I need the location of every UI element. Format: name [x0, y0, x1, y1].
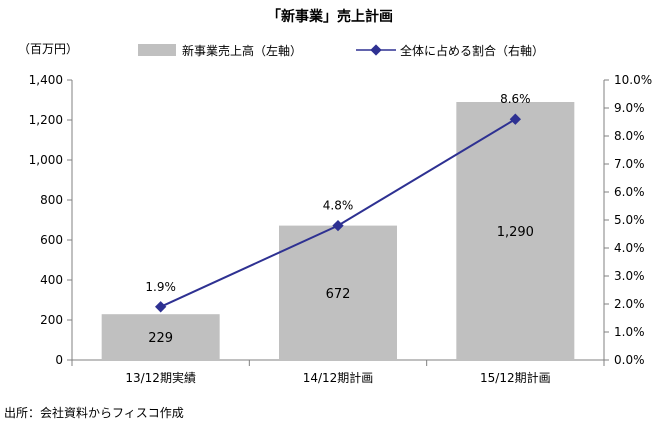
x-tick-label: 13/12期実績 — [125, 370, 196, 385]
legend-bar-label: 新事業売上高（左軸） — [182, 44, 303, 58]
right-tick-label: 0.0% — [614, 353, 645, 367]
left-tick-label: 0 — [55, 353, 63, 367]
chart-title: 「新事業」売上計画 — [267, 9, 393, 25]
bar-data-label: 229 — [148, 331, 173, 346]
right-tick-label: 4.0% — [614, 241, 645, 255]
right-tick-label: 2.0% — [614, 297, 645, 311]
left-tick-label: 800 — [40, 193, 63, 207]
legend-bar-swatch — [138, 44, 176, 56]
right-tick-label: 6.0% — [614, 185, 645, 199]
legend-line-swatch — [356, 44, 396, 56]
bar — [456, 102, 575, 360]
right-tick-label: 10.0% — [614, 73, 652, 87]
line-data-label: 8.6% — [500, 92, 531, 106]
source-note: 出所：会社資料からフィスコ作成 — [4, 406, 184, 420]
bar-data-label: 672 — [326, 287, 351, 302]
legend-line-label: 全体に占める割合（右軸） — [400, 44, 545, 58]
x-tick-label: 14/12期計画 — [303, 370, 374, 385]
line-data-label: 4.8% — [323, 199, 354, 213]
right-tick-label: 9.0% — [614, 101, 645, 115]
right-tick-label: 1.0% — [614, 325, 645, 339]
left-tick-label: 600 — [40, 233, 63, 247]
bar — [279, 225, 397, 360]
right-tick-label: 3.0% — [614, 269, 645, 283]
right-tick-label: 5.0% — [614, 213, 645, 227]
left-tick-label: 1,400 — [29, 73, 63, 87]
left-axis-unit-label: （百万円） — [18, 42, 79, 56]
line-point — [155, 301, 167, 313]
left-tick-label: 200 — [40, 313, 63, 327]
line-data-label: 1.9% — [145, 280, 176, 294]
line-point — [332, 219, 344, 232]
left-tick-label: 1,200 — [29, 113, 63, 127]
bar-data-label: 1,290 — [497, 225, 534, 240]
left-tick-label: 400 — [40, 273, 63, 287]
bar — [101, 314, 220, 360]
left-tick-label: 1,000 — [29, 153, 63, 167]
right-tick-label: 8.0% — [614, 129, 645, 143]
x-tick-label: 15/12期計画 — [480, 370, 551, 385]
right-tick-label: 7.0% — [614, 157, 645, 171]
